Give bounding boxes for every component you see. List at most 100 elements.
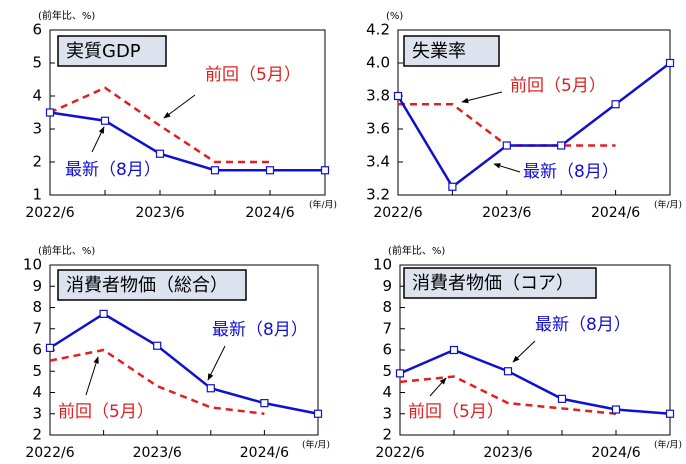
series-line: [396, 62, 671, 189]
x-tick-label: 2024/6: [240, 445, 289, 461]
point-marker: [320, 166, 330, 175]
y-tick-label: 5: [382, 362, 392, 380]
chart-title: 消費者物価（コア）: [412, 273, 574, 294]
y-tick-label: 4: [32, 87, 42, 105]
y-tick-label: 8: [382, 298, 392, 316]
x-tick-label: 2023/6: [483, 445, 532, 461]
y-axis-unit: (前年比、%): [388, 244, 445, 257]
x-tick-label: 2023/6: [482, 205, 531, 221]
y-tick-label: 4: [382, 383, 392, 401]
y-axis-unit: (%): [386, 11, 403, 22]
y-tick-label: 3: [32, 120, 42, 138]
point-marker: [206, 384, 215, 393]
x-tick-label: 2023/6: [135, 205, 184, 221]
label-arrow: [91, 126, 105, 153]
y-tick-label: 7: [382, 319, 392, 337]
series-line: [49, 86, 270, 164]
label-arrow: [429, 377, 447, 397]
series-label: 前回（5月）: [205, 65, 301, 85]
title-box: [57, 269, 247, 301]
point-marker: [393, 91, 403, 101]
series-label: 最新（8月）: [212, 320, 308, 340]
series-label: 最新（8月）: [65, 160, 161, 180]
series-line: [49, 111, 325, 172]
title-box: [403, 35, 500, 67]
y-axis-unit: (前年比、%): [38, 9, 95, 22]
title-box: [403, 267, 597, 299]
y-tick-label: 6: [382, 341, 392, 359]
point-marker: [557, 394, 567, 403]
chart-title: 実質GDP: [66, 41, 141, 62]
point-marker: [395, 369, 405, 378]
point-marker: [155, 149, 165, 158]
point-marker: [153, 341, 162, 350]
series-line: [399, 348, 671, 415]
y-tick-label: 9: [32, 277, 42, 295]
series-line: [49, 312, 319, 415]
point-marker: [99, 309, 108, 318]
series-line: [398, 103, 616, 147]
y-tick-label: 4.2: [366, 21, 390, 39]
series-label: 前回（5月）: [58, 402, 154, 422]
x-tick-label: 2024/6: [245, 205, 294, 221]
y-tick-label: 4: [32, 383, 42, 401]
y-tick-label: 8: [32, 298, 42, 316]
y-tick-label: 3.2: [366, 186, 390, 204]
point-marker: [265, 166, 275, 175]
y-tick-label: 3.8: [366, 87, 390, 105]
label-arrow: [85, 356, 99, 396]
x-tick-label: 2022/6: [25, 445, 74, 461]
series-line: [49, 348, 265, 415]
y-tick-label: 10: [373, 256, 392, 274]
point-marker: [557, 141, 566, 150]
y-tick-label: 6: [32, 341, 42, 359]
y-axis-unit: (前年比、%): [38, 244, 95, 257]
x-axis-unit: (年/月): [309, 199, 337, 211]
chart-title: 消費者物価（総合）: [66, 275, 228, 296]
label-arrow: [461, 91, 503, 104]
point-marker: [503, 367, 513, 376]
x-axis-unit: (年/月): [654, 439, 682, 451]
y-tick-label: 5: [32, 54, 42, 72]
point-marker: [665, 409, 675, 418]
y-tick-label: 10: [23, 256, 42, 274]
label-arrow: [163, 94, 196, 119]
y-tick-label: 4.0: [366, 54, 390, 72]
x-axis-unit: (年/月): [302, 439, 330, 451]
point-marker: [260, 399, 269, 408]
y-tick-label: 9: [382, 277, 392, 295]
y-tick-label: 5: [32, 362, 42, 380]
point-marker: [665, 58, 675, 68]
point-marker: [449, 345, 459, 355]
plot-frame: [397, 29, 671, 196]
y-tick-label: 7: [32, 319, 42, 337]
y-tick-label: 3.4: [366, 153, 390, 171]
y-tick-label: 3.6: [366, 120, 390, 138]
label-arrow: [493, 163, 521, 173]
x-tick-label: 2022/6: [375, 445, 424, 461]
point-marker: [448, 182, 457, 191]
point-marker: [502, 141, 511, 150]
series-line: [399, 375, 617, 415]
point-marker: [45, 343, 55, 352]
y-tick-label: 2: [382, 426, 392, 444]
series-label: 前回（5月）: [408, 402, 504, 422]
series-label: 最新（8月）: [535, 315, 631, 335]
y-tick-label: 3: [382, 404, 392, 422]
point-marker: [611, 100, 620, 109]
series-label: 前回（5月）: [510, 76, 606, 96]
label-arrow: [512, 340, 536, 363]
x-tick-label: 2024/6: [591, 205, 640, 221]
y-tick-label: 1: [32, 186, 42, 204]
x-tick-label: 2023/6: [133, 445, 182, 461]
y-tick-label: 6: [32, 21, 42, 39]
y-tick-label: 3: [32, 404, 42, 422]
chart-title: 失業率: [412, 41, 466, 62]
point-marker: [313, 409, 323, 418]
x-tick-label: 2024/6: [591, 445, 640, 461]
x-axis-unit: (年/月): [654, 199, 682, 211]
y-tick-label: 2: [32, 426, 42, 444]
point-marker: [611, 405, 621, 414]
